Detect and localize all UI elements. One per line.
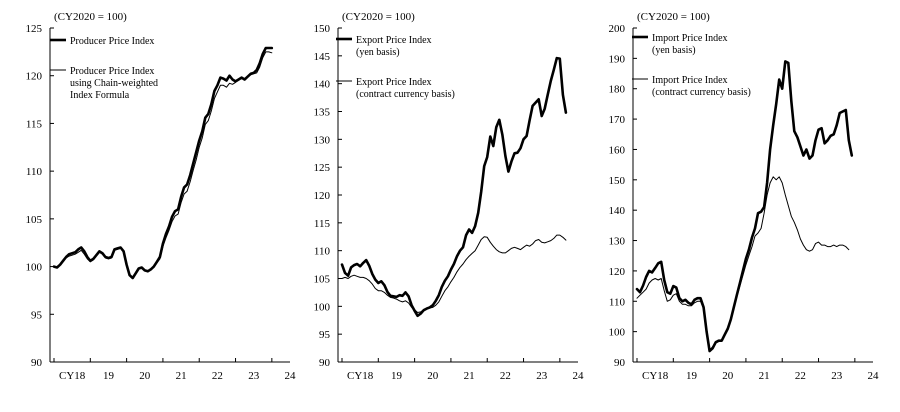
legend-label: Producer Price Index [70,66,154,77]
series-line-2 [636,176,850,351]
y-tick-label: 160 [609,144,626,156]
x-tick-label: 24 [573,370,585,382]
x-tick-label: CY18 [347,370,374,382]
legend-label: Import Price Index [652,75,728,86]
x-tick-label: 23 [248,370,260,382]
x-tick-label: CY18 [642,370,669,382]
y-tick-label: 130 [314,134,331,146]
legend-label: Export Price Index [356,77,432,88]
x-tick-label: 20 [139,370,151,382]
y-tick-label: 90 [31,357,43,369]
y-tick-label: 150 [609,175,626,187]
y-tick-label: 200 [609,23,626,35]
y-tick-label: 105 [26,214,43,226]
unit-label: (CY2020 = 100) [54,11,127,23]
y-tick-label: 100 [314,301,331,313]
x-tick-label: 22 [212,370,223,382]
x-tick-label: 23 [536,370,548,382]
y-tick-label: 135 [314,107,331,119]
series-line-2 [53,51,273,279]
y-tick-label: 140 [609,205,626,217]
x-tick-label: 19 [103,370,115,382]
y-tick-label: 190 [609,53,626,65]
y-tick-label: 145 [314,51,331,63]
y-tick-label: 110 [609,296,626,308]
y-tick-label: 140 [314,79,331,91]
y-tick-label: 115 [314,218,331,230]
series-line-1 [635,60,854,353]
y-tick-label: 130 [609,236,626,248]
y-tick-label: 125 [26,23,43,35]
y-tick-label: 90 [614,357,626,369]
y-tick-label: 120 [26,71,43,83]
y-tick-label: 100 [26,262,43,274]
unit-label: (CY2020 = 100) [637,11,710,23]
y-tick-label: 150 [314,23,331,35]
y-tick-label: 180 [609,84,626,96]
series-line-2 [341,234,567,313]
x-tick-label: 20 [722,370,734,382]
series-line-1 [52,46,274,280]
x-tick-label: 22 [795,370,806,382]
x-tick-label: 21 [464,370,475,382]
y-tick-label: 100 [609,327,626,339]
x-tick-label: 23 [831,370,843,382]
legend-label: (yen basis) [652,45,696,56]
y-tick-label: 115 [26,118,43,130]
y-tick-label: 95 [319,329,331,341]
y-tick-label: 110 [26,166,43,178]
legend-label: (yen basis) [356,47,400,58]
x-tick-label: 21 [176,370,187,382]
x-tick-label: 22 [500,370,511,382]
x-tick-label: 19 [391,370,403,382]
x-tick-label: 20 [427,370,439,382]
legend-label: using Chain-weighted [70,78,158,89]
x-tick-label: CY18 [59,370,86,382]
y-tick-label: 120 [314,190,331,202]
x-tick-label: 19 [686,370,698,382]
y-tick-label: 110 [314,246,331,258]
x-tick-label: 21 [759,370,770,382]
legend-label: Producer Price Index [70,36,154,47]
y-tick-label: 170 [609,114,626,126]
unit-label: (CY2020 = 100) [342,11,415,23]
legend-label: (contract currency basis) [356,89,455,100]
legend-label: (contract currency basis) [652,87,751,98]
legend-label: Export Price Index [356,35,432,46]
x-tick-label: 24 [868,370,880,382]
y-tick-label: 105 [314,274,331,286]
legend-label: Index Formula [70,90,130,101]
x-tick-label: 24 [285,370,297,382]
series-line-1 [340,56,568,318]
y-tick-label: 90 [319,357,331,369]
y-tick-label: 95 [31,309,43,321]
legend-label: Import Price Index [652,33,728,44]
y-tick-label: 125 [314,162,331,174]
y-tick-label: 120 [609,266,626,278]
